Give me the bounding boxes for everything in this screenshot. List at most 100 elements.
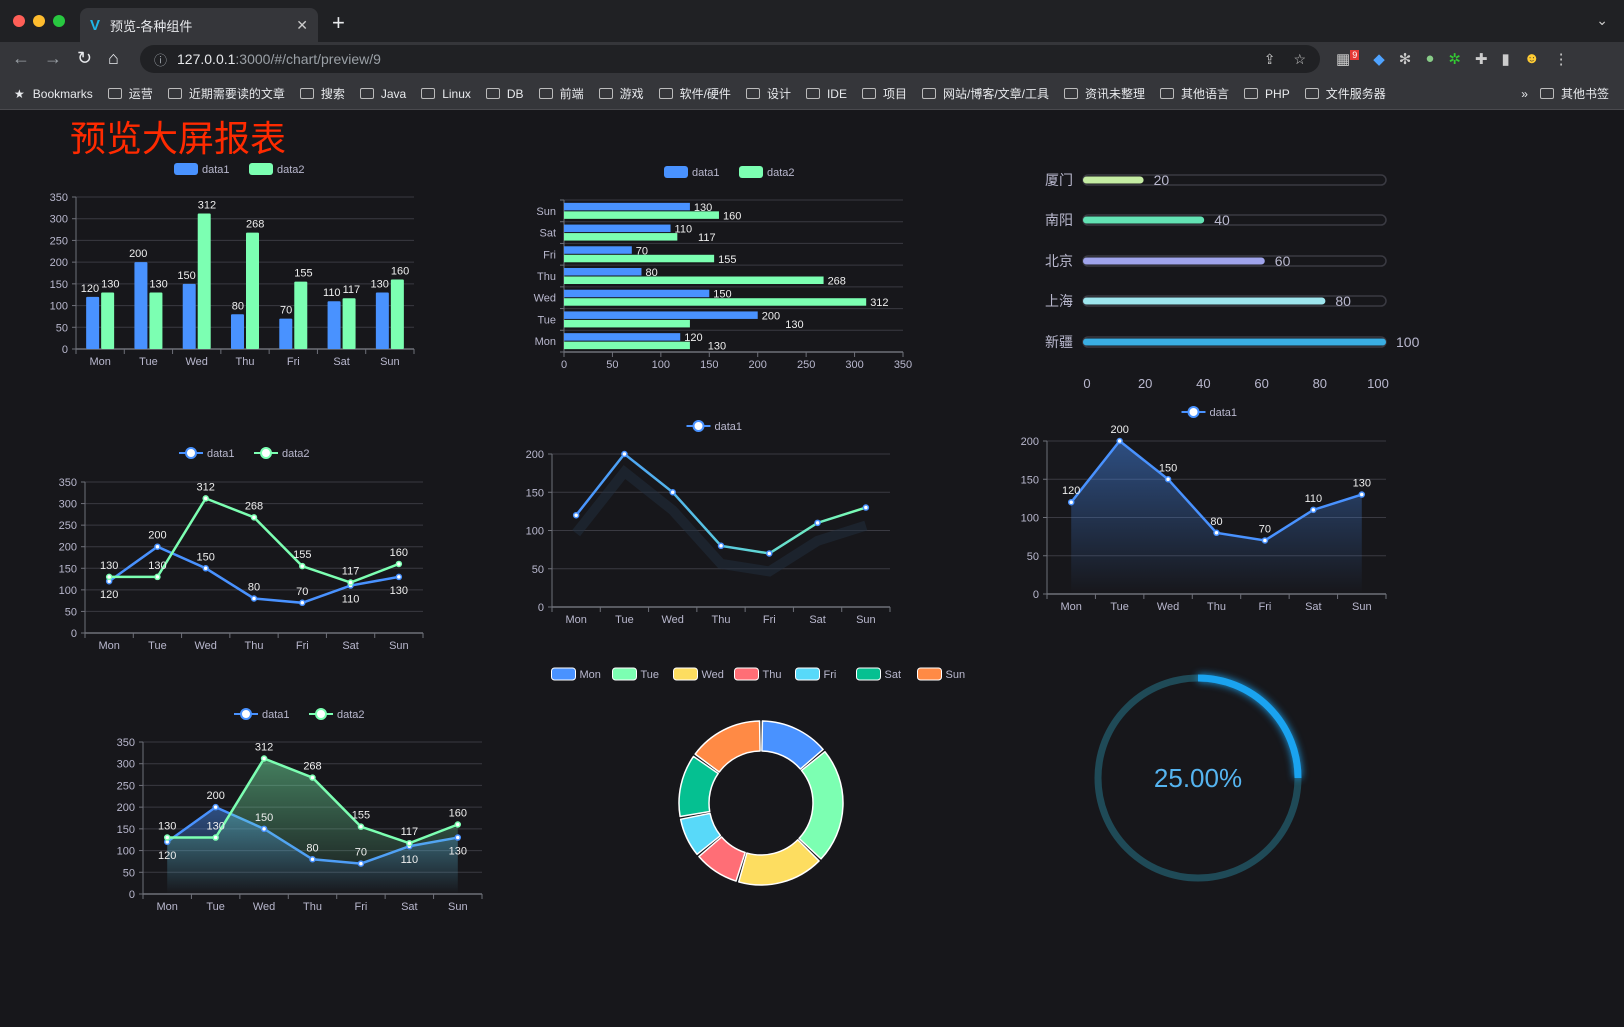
tab-search-icon[interactable]: ⌄ — [1596, 12, 1608, 28]
bookmark-folder[interactable]: 近期需要读的文章 — [167, 85, 285, 102]
forward-icon[interactable]: → — [44, 48, 62, 68]
extension-icon[interactable]: ▦ 9 — [1336, 50, 1360, 68]
y-tick-label: 300 — [59, 499, 77, 511]
bookmark-folder[interactable]: Linux — [421, 85, 471, 102]
data-point — [212, 803, 219, 811]
folder-icon — [538, 88, 553, 99]
url-host: 127.0.0.1 — [177, 51, 236, 67]
legend-item-data1[interactable]: data1 — [234, 708, 290, 721]
bookmark-folder[interactable]: 资讯未整理 — [1064, 85, 1145, 102]
close-window-button[interactable] — [13, 15, 25, 27]
data-point — [766, 550, 773, 557]
other-bookmarks[interactable]: 其他书签 — [1539, 85, 1609, 102]
bookmark-label: 搜索 — [320, 87, 345, 101]
back-icon[interactable]: ← — [12, 48, 30, 68]
legend-item-data1[interactable]: data1 — [686, 420, 743, 433]
bookmark-folder[interactable]: 项目 — [861, 85, 907, 102]
site-info-icon[interactable]: ⓘ — [154, 52, 168, 68]
data-label: 117 — [698, 232, 716, 244]
data-label: 150 — [177, 270, 195, 282]
data-label: 268 — [245, 500, 263, 512]
settings-extension-icon[interactable]: ✻ — [1398, 51, 1412, 68]
legend-item-data1[interactable]: data1 — [179, 447, 235, 460]
y-tick-label: 350 — [117, 737, 135, 749]
bookmark-folder[interactable]: 前端 — [538, 85, 584, 102]
address-bar[interactable]: ⓘ 127.0.0.1:3000/#/chart/preview/9 ⇪ ☆ — [140, 45, 1320, 73]
bookmark-star-icon[interactable]: ☆ — [1293, 50, 1306, 67]
bookmark-label: 文件服务器 — [1325, 87, 1386, 101]
browser-tab[interactable]: V 预览-各种组件 ✕ — [80, 8, 318, 42]
data-label: 200 — [148, 530, 166, 542]
bookmark-folder[interactable]: 游戏 — [598, 85, 644, 102]
x-tick-label: Tue — [139, 356, 158, 368]
y-tick-label: 350 — [59, 477, 77, 489]
legend-item-data1[interactable]: data1 — [1181, 406, 1238, 419]
data-label: 130 — [785, 319, 803, 331]
legend-item-mon[interactable]: Mon — [551, 667, 601, 681]
puzzle-green-icon[interactable]: ✲ — [1448, 51, 1461, 68]
x-tick-label: 0 — [561, 359, 567, 371]
bookmark-folder[interactable]: IDE — [805, 85, 847, 102]
close-tab-icon[interactable]: ✕ — [296, 16, 308, 33]
bookmark-folder[interactable]: PHP — [1244, 85, 1290, 102]
legend-item-data1[interactable]: data1 — [174, 163, 230, 176]
data-label: 130 — [100, 560, 118, 572]
legend-item-thu[interactable]: Thu — [734, 667, 782, 681]
bookmark-folder[interactable]: 搜索 — [299, 85, 345, 102]
legend-item-fri[interactable]: Fri — [795, 667, 837, 681]
legend-item-tue[interactable]: Tue — [612, 667, 660, 681]
y-tick-label: 0 — [62, 344, 68, 356]
chart-5: data1 0 50 100 150 200 Mon Tue Wed Thu Fri Sat Sun — [526, 420, 891, 626]
x-tick-label: Mon — [98, 640, 119, 652]
folder-icon — [1160, 88, 1175, 99]
x-tick-label: Fri — [296, 640, 309, 652]
legend-item-data2[interactable]: data2 — [739, 166, 795, 179]
legend-item-sat[interactable]: Sat — [856, 667, 902, 681]
tab-title: 预览-各种组件 — [110, 18, 193, 34]
legend-item-data2[interactable]: data2 — [249, 163, 305, 176]
x-tick-label: Mon — [1061, 601, 1082, 613]
side-panel-icon[interactable]: ▮ — [1501, 51, 1510, 68]
extensions-puzzle-icon[interactable]: ✚ — [1474, 51, 1488, 68]
gem-extension-icon[interactable]: ◆ — [1373, 51, 1385, 68]
legend-label: data1 — [262, 709, 290, 721]
bookmark-folder[interactable]: 软件/硬件 — [658, 85, 731, 102]
bookmark-folder[interactable]: Java — [359, 85, 406, 102]
more-bookmarks-button[interactable]: » — [1521, 86, 1528, 101]
data-label: 150 — [1159, 462, 1177, 474]
avatar[interactable]: ☻ — [1523, 50, 1540, 67]
new-tab-icon[interactable]: + — [332, 10, 345, 35]
minimize-window-button[interactable] — [33, 15, 45, 27]
home-icon[interactable]: ⌂ — [108, 48, 119, 68]
x-tick-label: Wed — [253, 901, 275, 913]
x-tick-label: Sat — [401, 901, 418, 913]
data-label: 130 — [101, 279, 119, 291]
bookmarks-button[interactable]: ★ Bookmarks — [14, 87, 93, 101]
legend-item-wed[interactable]: Wed — [673, 667, 724, 681]
reload-icon[interactable]: ↻ — [77, 48, 93, 68]
share-icon[interactable]: ⇪ — [1263, 50, 1276, 67]
circle-extension-icon[interactable]: ● — [1425, 50, 1435, 67]
bookmark-folder[interactable]: 设计 — [745, 85, 791, 102]
x-tick-label: 150 — [700, 359, 718, 371]
data-label: 312 — [870, 297, 888, 309]
legend-item-data2[interactable]: data2 — [309, 708, 365, 721]
progress-label: 南阳 — [1045, 212, 1073, 228]
y-tick-label: Sat — [539, 228, 556, 240]
bookmark-folder[interactable]: 运营 — [107, 85, 153, 102]
legend-item-data1[interactable]: data1 — [664, 166, 720, 179]
maximize-window-button[interactable] — [53, 15, 65, 27]
bookmark-folder[interactable]: DB — [485, 85, 524, 102]
progress-label: 厦门 — [1045, 172, 1073, 188]
bookmark-folder[interactable]: 文件服务器 — [1304, 85, 1386, 102]
legend-item-data2[interactable]: data2 — [254, 447, 310, 460]
bookmark-label: 运营 — [128, 87, 153, 101]
bookmark-folder[interactable]: 网站/博客/文章/工具 — [921, 85, 1049, 102]
legend-dot-icon — [240, 708, 252, 720]
line-shadow — [572, 464, 868, 577]
bar-data1 — [231, 314, 244, 349]
legend-item-sun[interactable]: Sun — [917, 667, 966, 681]
x-tick-label: Tue — [148, 640, 167, 652]
bookmark-folder[interactable]: 其他语言 — [1160, 85, 1229, 102]
menu-icon[interactable]: ⋮ — [1553, 51, 1569, 68]
